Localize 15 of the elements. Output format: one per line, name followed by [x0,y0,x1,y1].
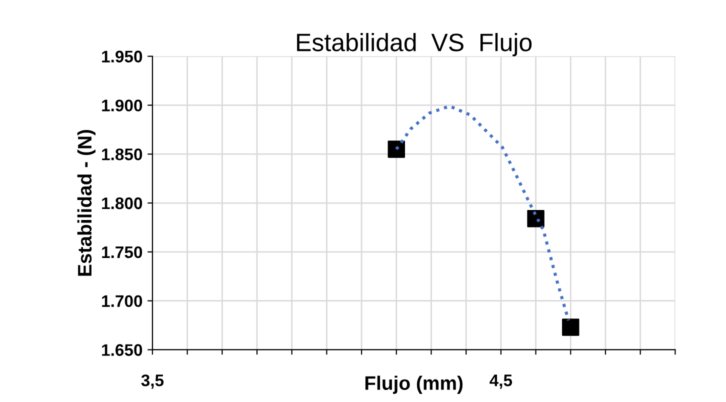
y-tick-label: 1.950 [102,50,142,62]
y-tick-label: 1.750 [102,246,142,258]
point [388,140,406,158]
y-tick-label: 1.650 [102,344,142,356]
point [562,318,580,336]
chart-title: Estabilidad VS Flujo [297,32,532,56]
point [527,210,544,228]
x-tick-label: 4,5 [490,374,512,389]
y-tick-label: 1.900 [102,100,142,112]
x-axis-title: Flujo (mm) [365,376,463,394]
y-tick-label: 1.700 [102,295,142,308]
x-tick-label: 3,5 [141,374,164,389]
y-tick-label: 1.850 [102,148,142,160]
y-tick-label: 1.800 [102,197,142,210]
y-axis-title: Estabilidad - (N) [77,130,96,276]
